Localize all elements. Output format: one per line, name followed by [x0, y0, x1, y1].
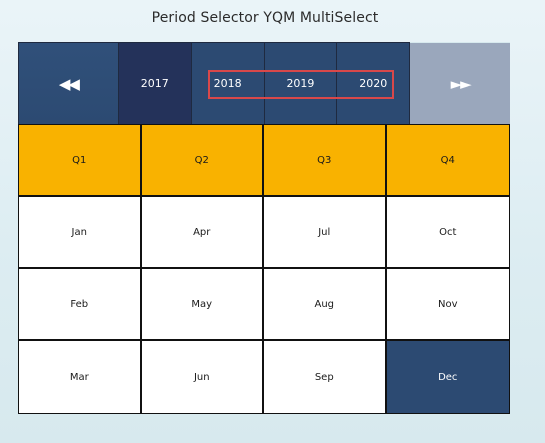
prev-years-button[interactable]: ◀◀	[19, 43, 119, 125]
double-right-arrow-icon: ►►	[450, 75, 472, 93]
page-title: Period Selector YQM MultiSelect	[151, 10, 379, 26]
quarter-q3[interactable]: Q3	[264, 125, 387, 197]
month-sep[interactable]: Sep	[264, 341, 387, 413]
month-dec[interactable]: Dec	[386, 341, 509, 413]
year-row: ◀◀ 2017 2018 2019 2020 ►►	[18, 42, 511, 125]
year-2020[interactable]: 2020	[337, 43, 411, 125]
year-2019[interactable]: 2019	[264, 43, 338, 125]
month-mar[interactable]: Mar	[19, 341, 142, 413]
year-2018[interactable]: 2018	[191, 43, 265, 125]
quarter-q2[interactable]: Q2	[141, 125, 264, 197]
next-years-button[interactable]: ►►	[410, 42, 511, 125]
month-apr[interactable]: Apr	[141, 197, 264, 269]
month-may[interactable]: May	[141, 269, 264, 341]
double-left-arrow-icon: ◀◀	[58, 74, 80, 93]
month-oct[interactable]: Oct	[386, 197, 509, 269]
period-selector: ◀◀ 2017 2018 2019 2020 ►► Q1 Q2 Q3 Q4 Ja…	[18, 42, 511, 414]
year-2017[interactable]: 2017	[118, 43, 192, 125]
month-nov[interactable]: Nov	[386, 269, 509, 341]
quarter-q4[interactable]: Q4	[386, 125, 509, 197]
month-aug[interactable]: Aug	[264, 269, 387, 341]
month-jan[interactable]: Jan	[19, 197, 142, 269]
quarter-q1[interactable]: Q1	[19, 125, 142, 197]
month-feb[interactable]: Feb	[19, 269, 142, 341]
quarter-month-grid: Q1 Q2 Q3 Q4 Jan Apr Jul Oct Feb May Aug …	[18, 124, 510, 414]
month-jun[interactable]: Jun	[142, 341, 264, 413]
month-jul[interactable]: Jul	[264, 197, 387, 269]
